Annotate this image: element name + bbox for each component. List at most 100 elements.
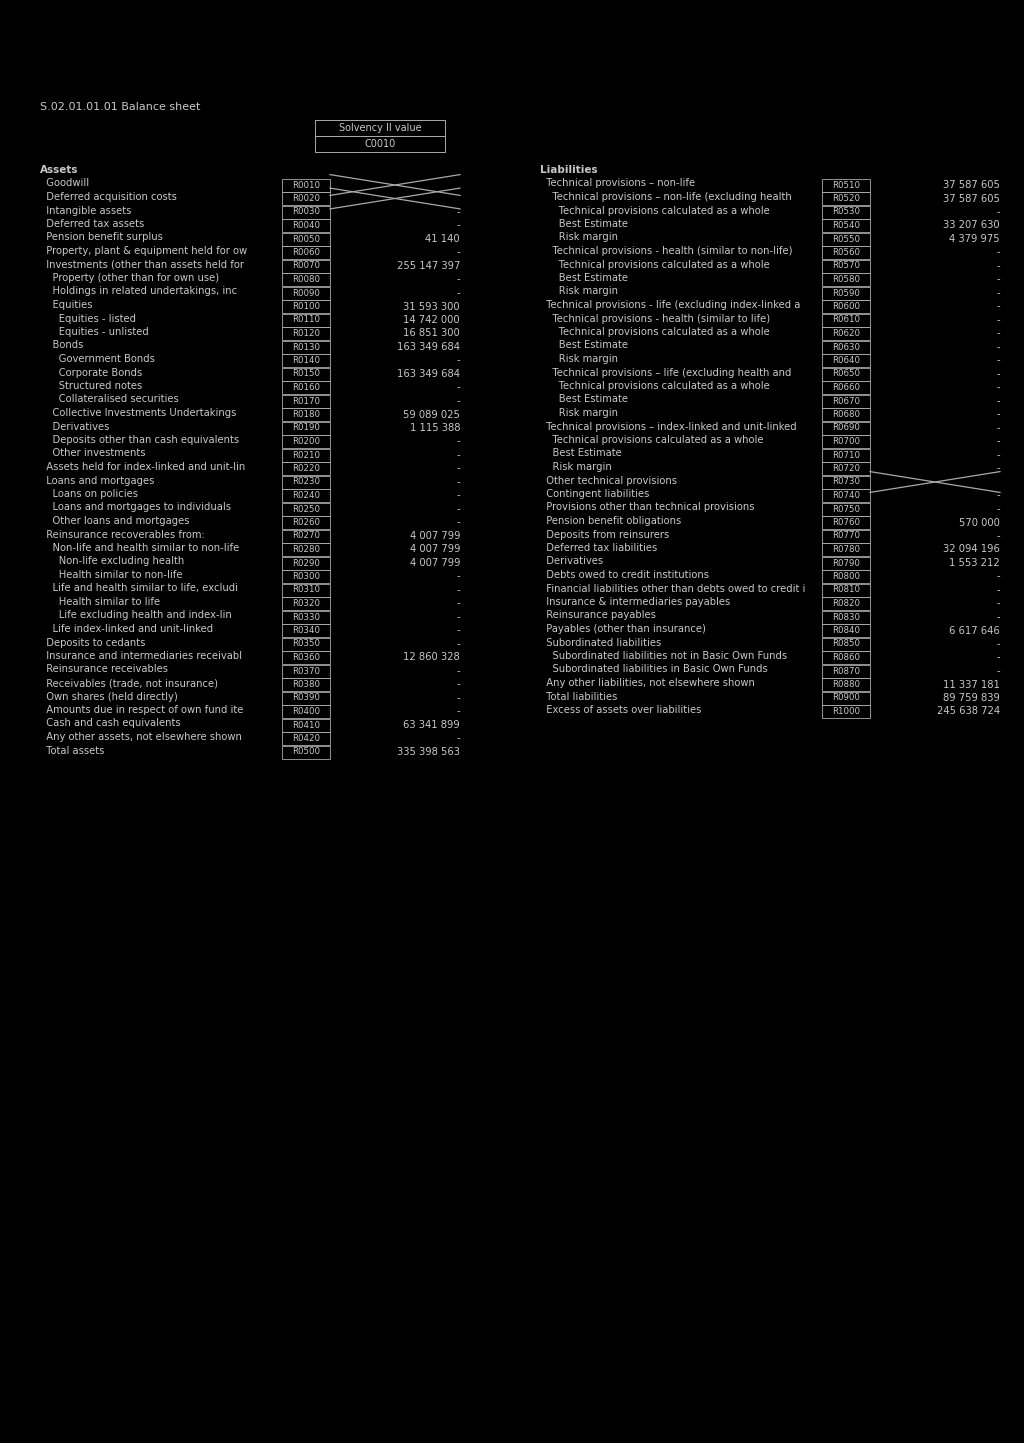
Text: R0770: R0770 bbox=[831, 531, 860, 541]
Bar bbox=[822, 502, 870, 515]
Text: R0900: R0900 bbox=[833, 694, 860, 703]
Text: R0110: R0110 bbox=[292, 316, 319, 325]
Text: R0050: R0050 bbox=[292, 235, 319, 244]
Text: 163 349 684: 163 349 684 bbox=[397, 369, 460, 380]
Bar bbox=[822, 706, 870, 719]
Bar bbox=[282, 408, 330, 421]
Text: Best Estimate: Best Estimate bbox=[540, 219, 628, 229]
Bar bbox=[282, 638, 330, 651]
Bar bbox=[282, 691, 330, 704]
Text: Assets held for index-linked and unit-lin: Assets held for index-linked and unit-li… bbox=[40, 462, 246, 472]
Bar bbox=[822, 192, 870, 205]
Bar bbox=[822, 678, 870, 691]
Text: Subordinated liabilities not in Basic Own Funds: Subordinated liabilities not in Basic Ow… bbox=[540, 651, 787, 661]
Bar bbox=[282, 449, 330, 462]
Text: Health similar to non-life: Health similar to non-life bbox=[40, 570, 182, 580]
Text: R0140: R0140 bbox=[292, 356, 319, 365]
Text: Technical provisions calculated as a whole: Technical provisions calculated as a who… bbox=[540, 381, 770, 391]
Bar bbox=[822, 434, 870, 447]
Text: -: - bbox=[457, 707, 460, 717]
Text: Government Bonds: Government Bonds bbox=[40, 354, 155, 364]
Bar bbox=[282, 746, 330, 759]
Text: Risk margin: Risk margin bbox=[540, 232, 618, 242]
Text: Collective Investments Undertakings: Collective Investments Undertakings bbox=[40, 408, 237, 418]
Bar bbox=[282, 517, 330, 530]
Text: 32 094 196: 32 094 196 bbox=[943, 544, 1000, 554]
Bar bbox=[822, 381, 870, 394]
Bar bbox=[822, 232, 870, 245]
Text: Technical provisions calculated as a whole: Technical provisions calculated as a who… bbox=[540, 260, 770, 270]
Text: Amounts due in respect of own fund ite: Amounts due in respect of own fund ite bbox=[40, 706, 244, 714]
Bar bbox=[822, 476, 870, 489]
Bar bbox=[282, 192, 330, 205]
Text: -: - bbox=[457, 436, 460, 446]
Text: Other investments: Other investments bbox=[40, 449, 145, 459]
Bar bbox=[822, 517, 870, 530]
Text: Life excluding health and index-lin: Life excluding health and index-lin bbox=[40, 610, 231, 620]
Bar bbox=[822, 219, 870, 232]
Text: -: - bbox=[996, 289, 1000, 299]
Text: R0310: R0310 bbox=[292, 586, 319, 595]
Text: R0030: R0030 bbox=[292, 208, 319, 216]
Text: R0020: R0020 bbox=[292, 193, 319, 203]
Text: -: - bbox=[457, 733, 460, 743]
Text: -: - bbox=[996, 612, 1000, 622]
Bar bbox=[282, 719, 330, 732]
Text: Total assets: Total assets bbox=[40, 746, 104, 756]
Bar bbox=[822, 313, 870, 326]
Text: Debts owed to credit institutions: Debts owed to credit institutions bbox=[540, 570, 709, 580]
Text: Best Estimate: Best Estimate bbox=[540, 449, 622, 459]
Text: -: - bbox=[996, 571, 1000, 582]
Text: Receivables (trade, not insurance): Receivables (trade, not insurance) bbox=[40, 678, 218, 688]
Text: 31 593 300: 31 593 300 bbox=[403, 302, 460, 312]
Bar bbox=[282, 381, 330, 394]
Bar bbox=[822, 570, 870, 583]
Text: R0840: R0840 bbox=[831, 626, 860, 635]
Text: R1000: R1000 bbox=[831, 707, 860, 716]
Bar bbox=[282, 300, 330, 313]
Text: R0410: R0410 bbox=[292, 720, 319, 730]
Text: Liabilities: Liabilities bbox=[540, 165, 598, 175]
Text: -: - bbox=[996, 584, 1000, 595]
Text: Loans and mortgages: Loans and mortgages bbox=[40, 476, 155, 485]
Text: R0590: R0590 bbox=[833, 289, 860, 297]
Text: R0820: R0820 bbox=[831, 599, 860, 608]
Bar bbox=[282, 313, 330, 326]
Text: -: - bbox=[457, 625, 460, 635]
Text: Derivatives: Derivatives bbox=[40, 421, 110, 431]
Text: Subordinated liabilities: Subordinated liabilities bbox=[540, 638, 662, 648]
Text: R0560: R0560 bbox=[831, 248, 860, 257]
Text: -: - bbox=[996, 491, 1000, 501]
Text: Total liabilities: Total liabilities bbox=[540, 691, 617, 701]
Text: Property (other than for own use): Property (other than for own use) bbox=[40, 273, 219, 283]
Text: Goodwill: Goodwill bbox=[40, 179, 89, 189]
Text: Solvency II value: Solvency II value bbox=[339, 123, 421, 133]
Text: Deposits to cedants: Deposits to cedants bbox=[40, 638, 145, 648]
Text: Any other liabilities, not elsewhere shown: Any other liabilities, not elsewhere sho… bbox=[540, 678, 755, 688]
Bar bbox=[282, 434, 330, 447]
Bar bbox=[282, 678, 330, 691]
Text: R0290: R0290 bbox=[292, 558, 319, 567]
Text: Deferred tax liabilities: Deferred tax liabilities bbox=[540, 543, 657, 553]
Text: R0040: R0040 bbox=[292, 221, 319, 229]
Bar bbox=[822, 245, 870, 258]
Text: R0800: R0800 bbox=[831, 571, 860, 582]
Text: R0550: R0550 bbox=[831, 235, 860, 244]
Bar bbox=[822, 260, 870, 273]
Text: R0730: R0730 bbox=[831, 478, 860, 486]
Text: R0790: R0790 bbox=[833, 558, 860, 567]
Bar bbox=[822, 638, 870, 651]
Text: -: - bbox=[996, 302, 1000, 312]
Text: -: - bbox=[457, 680, 460, 690]
Text: 335 398 563: 335 398 563 bbox=[397, 747, 460, 758]
Bar bbox=[822, 462, 870, 475]
Text: -: - bbox=[996, 261, 1000, 271]
Bar bbox=[822, 664, 870, 678]
Bar bbox=[282, 583, 330, 596]
Text: Life index-linked and unit-linked: Life index-linked and unit-linked bbox=[40, 623, 213, 633]
Text: 41 140: 41 140 bbox=[425, 234, 460, 244]
Bar bbox=[282, 260, 330, 273]
Bar bbox=[822, 408, 870, 421]
Text: -: - bbox=[457, 612, 460, 622]
Text: R0650: R0650 bbox=[831, 369, 860, 378]
